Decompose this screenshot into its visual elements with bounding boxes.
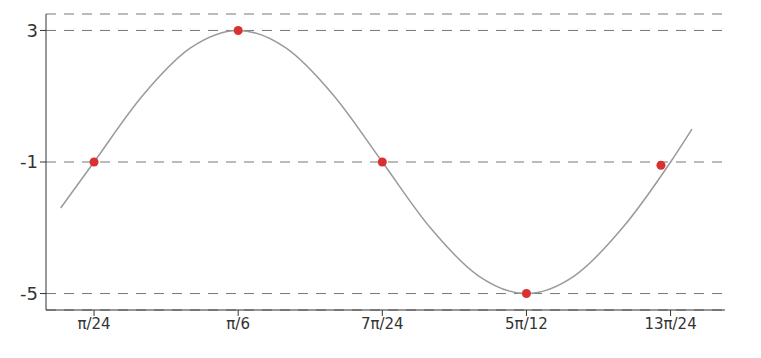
svg-text:-1: -1 [20,151,38,172]
svg-text:π/6: π/6 [226,315,250,333]
svg-text:7π/24: 7π/24 [361,315,404,333]
svg-text:π/24: π/24 [77,315,110,333]
svg-text:-5: -5 [20,283,38,304]
svg-text:3: 3 [27,20,38,41]
svg-text:5π/12: 5π/12 [505,315,548,333]
svg-text:13π/24: 13π/24 [644,315,696,333]
